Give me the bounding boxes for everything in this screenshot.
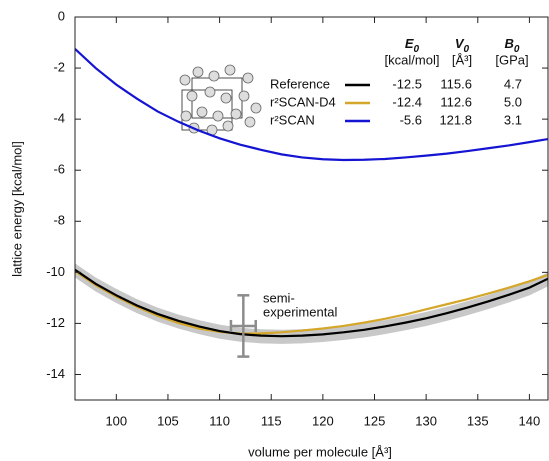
- y-tick-label: 0: [58, 8, 65, 23]
- annotation: semi-: [263, 290, 295, 305]
- x-axis-label: volume per molecule [Å³]: [248, 444, 392, 459]
- x-tick-label: 115: [261, 413, 282, 428]
- y-tick-label: -6: [53, 162, 65, 177]
- table-cell: 115.6: [440, 76, 472, 91]
- y-tick-label: -10: [46, 264, 65, 279]
- legend-label: r²SCAN-D4: [270, 94, 336, 109]
- x-tick-label: 110: [209, 413, 230, 428]
- x-tick-label: 100: [105, 413, 127, 428]
- plot-area: [75, 49, 548, 344]
- x-tick-label: 140: [519, 413, 541, 428]
- y-tick-label: -14: [46, 366, 65, 381]
- y-tick-label: -2: [53, 60, 65, 75]
- legend-label: Reference: [270, 76, 330, 91]
- x-tick-label: 135: [467, 413, 489, 428]
- y-tick-label: -8: [53, 213, 65, 228]
- table-cell: 4.7: [504, 76, 522, 91]
- table-cell: 121.8: [439, 112, 472, 127]
- column-unit: [GPa]: [495, 52, 528, 67]
- y-tick-label: -4: [53, 111, 65, 126]
- symbol: B: [505, 36, 514, 51]
- table-cell: 3.1: [504, 112, 522, 127]
- chart: volume per molecule [Å³] lattice energy …: [0, 0, 549, 461]
- table-cell: -5.6: [400, 112, 422, 127]
- x-tick-label: 120: [312, 413, 334, 428]
- x-tick-label: 130: [415, 413, 437, 428]
- y-tick-label: -12: [46, 315, 65, 330]
- x-tick-label: 125: [364, 413, 386, 428]
- table-cell: -12.4: [392, 94, 422, 109]
- molecule-image: [180, 65, 261, 135]
- table-cell: -12.5: [392, 76, 422, 91]
- column-unit: [Å³]: [452, 52, 472, 67]
- legend-label: r²SCAN: [270, 112, 315, 127]
- y-axis-label: lattice energy [kcal/mol]: [9, 141, 24, 277]
- table-cell: 112.6: [440, 94, 472, 109]
- symbol: E: [405, 36, 414, 51]
- table-cell: 5.0: [504, 94, 522, 109]
- column-unit: [kcal/mol]: [385, 52, 440, 67]
- x-tick-label: 105: [157, 413, 179, 428]
- annotation: experimental: [263, 304, 338, 319]
